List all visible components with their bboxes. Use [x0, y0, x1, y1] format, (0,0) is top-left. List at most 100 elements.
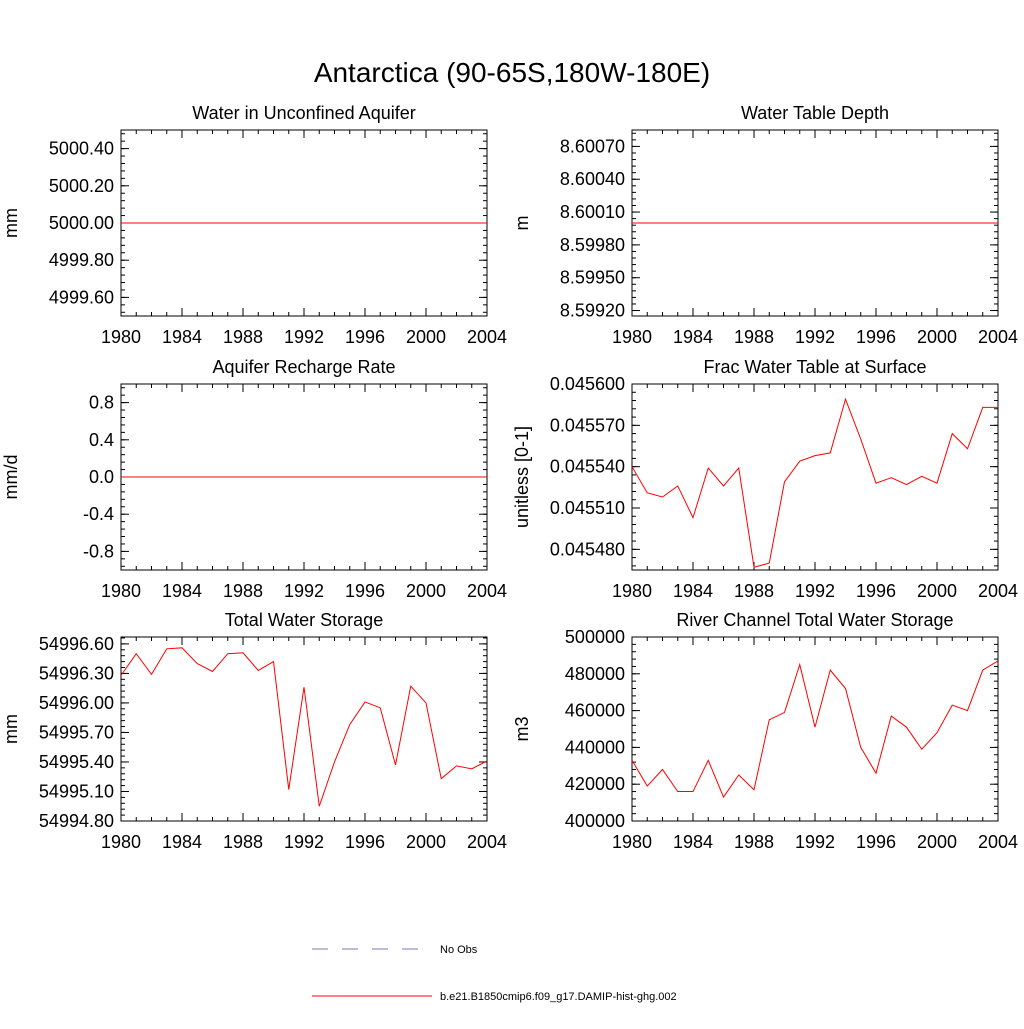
panel-5: Total Water Storage mm 1980 1984 1988 1992 199…	[1, 610, 507, 852]
y-tick-label: 5000.40	[49, 139, 114, 159]
panel-2: Water Table Depth m 1980 1984 1988 1992 1996 20…	[512, 103, 1018, 347]
x-tick-label: 1988	[734, 581, 774, 601]
y-axis-label: mm/d	[1, 455, 21, 500]
plot-frame	[631, 636, 999, 822]
x-tick-label: 1996	[856, 832, 896, 852]
x-tick-label: 1992	[795, 327, 835, 347]
x-tick-label: 2000	[917, 832, 957, 852]
x-tick-label: 1980	[101, 327, 141, 347]
plot-frame	[120, 636, 488, 822]
x-tick-label: 1980	[101, 832, 141, 852]
y-tick-label: 54994.80	[39, 811, 114, 831]
panels: Water in Unconfined Aquifer mm 1980 1984 198…	[1, 103, 1018, 852]
x-tick-label: 1980	[612, 832, 652, 852]
y-tick-label: 8.60070	[560, 136, 625, 156]
y-tick-label: 4999.60	[49, 287, 114, 307]
panel-1: Water in Unconfined Aquifer mm 1980 1984 198…	[1, 103, 507, 347]
x-tick-label: 1984	[162, 327, 202, 347]
y-tick-label: 0.4	[89, 430, 114, 450]
x-tick-label: 1988	[734, 327, 774, 347]
y-tick-label: 54995.10	[39, 781, 114, 801]
x-tick-label: 2004	[467, 327, 507, 347]
y-tick-label: 8.59950	[560, 268, 625, 288]
panel-title: Total Water Storage	[225, 610, 383, 630]
x-tick-label: 2000	[917, 581, 957, 601]
x-tick-label: 1988	[223, 581, 263, 601]
x-tick-label: 1992	[795, 581, 835, 601]
y-tick-label: 8.60040	[560, 169, 625, 189]
x-tick-label: 1992	[795, 832, 835, 852]
y-tick-label: 0.045510	[550, 498, 625, 518]
x-tick-label: 1996	[345, 832, 385, 852]
x-tick-label: 1992	[284, 832, 324, 852]
y-tick-label: 0.045540	[550, 457, 625, 477]
x-tick-label: 1988	[223, 832, 263, 852]
x-tick-label: 1980	[612, 581, 652, 601]
y-tick-label: 0.045600	[550, 374, 625, 394]
x-tick-label: 1988	[223, 327, 263, 347]
x-tick-label: 2004	[978, 581, 1018, 601]
y-axis-label: mm	[1, 208, 21, 238]
y-tick-label: 0.045480	[550, 539, 625, 559]
y-axis-label: m	[512, 216, 532, 231]
x-tick-label: 1980	[101, 581, 141, 601]
y-tick-label: 5000.20	[49, 176, 114, 196]
plot-frame	[631, 383, 999, 571]
x-tick-label: 1996	[345, 327, 385, 347]
y-tick-label: 400000	[565, 811, 625, 831]
panel-title: Frac Water Table at Surface	[703, 357, 926, 377]
x-tick-label: 1996	[345, 581, 385, 601]
x-tick-label: 2000	[406, 581, 446, 601]
y-tick-label: 54996.60	[39, 634, 114, 654]
x-tick-label: 1984	[673, 581, 713, 601]
panel-title: Aquifer Recharge Rate	[212, 357, 395, 377]
y-tick-label: 8.59980	[560, 235, 625, 255]
y-tick-label: 4999.80	[49, 250, 114, 270]
y-tick-label: 5000.00	[49, 213, 114, 233]
x-tick-label: 1996	[856, 327, 896, 347]
y-tick-label: 460000	[565, 701, 625, 721]
legend: No Obs b.e21.B1850cmip6.f09_g17.DAMIP-hi…	[312, 944, 677, 1003]
y-tick-label: 8.60010	[560, 202, 625, 222]
x-tick-label: 2004	[978, 327, 1018, 347]
y-tick-label: 8.59920	[560, 301, 625, 321]
panel-6: River Channel Total Water Storage m3 1980 1…	[512, 610, 1018, 852]
x-tick-label: 1984	[673, 832, 713, 852]
y-tick-label: 440000	[565, 737, 625, 757]
y-tick-label: 54995.70	[39, 722, 114, 742]
y-tick-label: 0.0	[89, 467, 114, 487]
y-tick-label: 0.8	[89, 393, 114, 413]
y-tick-label: 54995.40	[39, 752, 114, 772]
x-tick-label: 1980	[612, 327, 652, 347]
y-tick-label: 54996.30	[39, 663, 114, 683]
y-tick-label: 0.045570	[550, 415, 625, 435]
y-tick-label: 420000	[565, 774, 625, 794]
legend-label-model: b.e21.B1850cmip6.f09_g17.DAMIP-hist-ghg.…	[440, 991, 677, 1003]
y-tick-label: 480000	[565, 664, 625, 684]
x-tick-label: 1992	[284, 327, 324, 347]
y-tick-label: 54996.00	[39, 693, 114, 713]
panel-4: Frac Water Table at Surface unitless [0-1…	[512, 357, 1018, 601]
y-axis-label: m3	[512, 716, 532, 741]
x-tick-label: 2004	[467, 581, 507, 601]
x-tick-label: 1988	[734, 832, 774, 852]
y-tick-label: -0.8	[83, 541, 114, 561]
y-axis-label: unitless [0-1]	[512, 426, 532, 528]
series-line-1	[631, 660, 999, 799]
series-line-1	[631, 397, 998, 568]
x-tick-label: 2000	[406, 832, 446, 852]
legend-label-no-obs: No Obs	[440, 944, 478, 956]
x-tick-label: 2004	[467, 832, 507, 852]
panel-title: Water in Unconfined Aquifer	[192, 103, 415, 123]
y-tick-label: -0.4	[83, 504, 114, 524]
panel-3: Aquifer Recharge Rate mm/d 1980 1984 1988 199…	[1, 357, 507, 601]
x-tick-label: 1992	[284, 581, 324, 601]
x-tick-label: 1996	[856, 581, 896, 601]
x-tick-label: 2004	[978, 832, 1018, 852]
x-tick-label: 2000	[917, 327, 957, 347]
panel-title: River Channel Total Water Storage	[676, 610, 953, 630]
series-line-1	[120, 647, 488, 807]
x-tick-label: 1984	[162, 832, 202, 852]
